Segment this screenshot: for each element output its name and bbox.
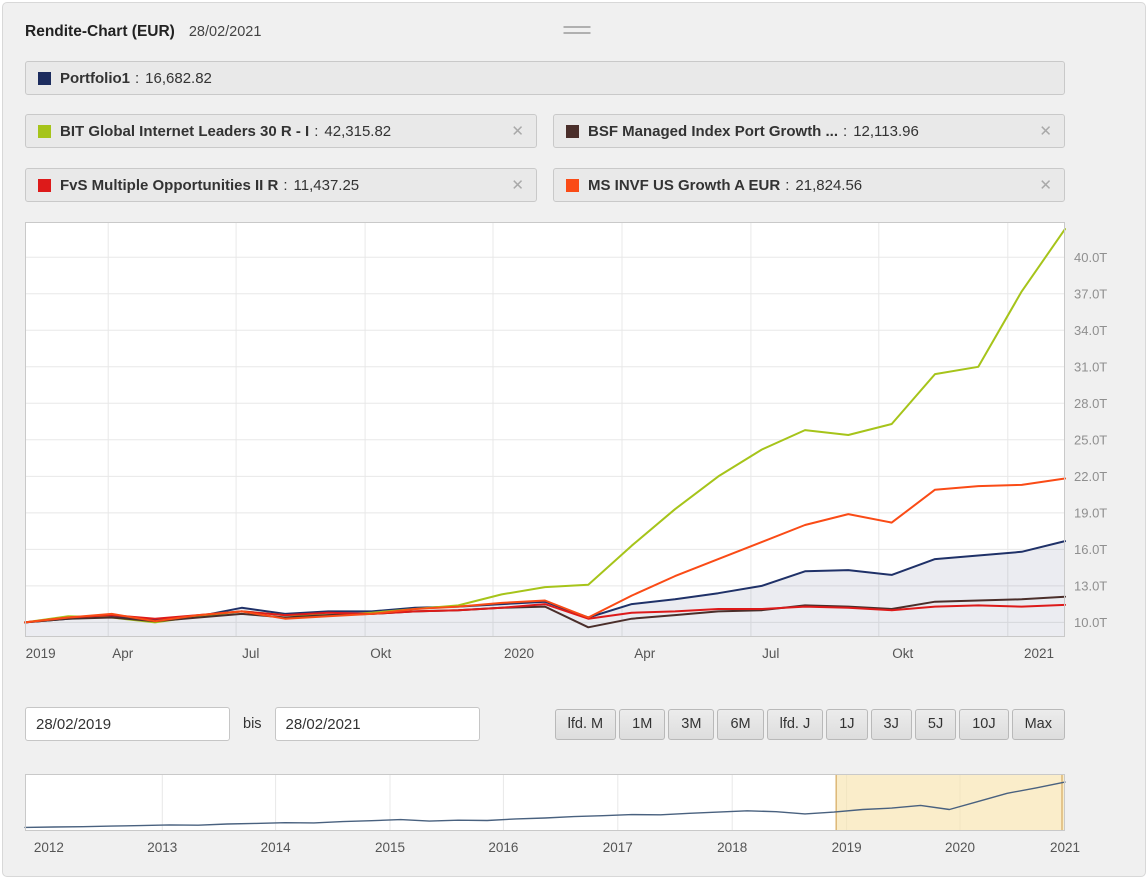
range-button-max[interactable]: Max — [1011, 708, 1065, 740]
svg-text:Okt: Okt — [892, 646, 913, 661]
svg-text:2016: 2016 — [488, 840, 518, 855]
series-color-swatch — [566, 124, 579, 138]
svg-text:2014: 2014 — [261, 840, 292, 855]
legend-item-fund: MS INVF US Growth A EUR : 21,824.56 ✕ — [553, 168, 1065, 202]
range-button-lfd-m[interactable]: lfd. M — [554, 708, 617, 740]
svg-text:2021: 2021 — [1050, 840, 1080, 855]
fund-value: 11,437.25 — [293, 176, 360, 194]
legend-separator: : — [785, 176, 790, 194]
fund-name: BSF Managed Index Port Growth ... — [588, 122, 839, 140]
svg-text:31.0T: 31.0T — [1074, 359, 1107, 374]
svg-text:25.0T: 25.0T — [1074, 432, 1107, 447]
fund-value: 12,113.96 — [853, 122, 919, 140]
svg-text:2012: 2012 — [34, 840, 64, 855]
fund-legend-grid: BIT Global Internet Leaders 30 R - I : 4… — [25, 114, 1065, 202]
range-button-1m[interactable]: 1M — [619, 708, 666, 740]
svg-text:Jul: Jul — [762, 646, 779, 661]
range-button-lfd-j[interactable]: lfd. J — [766, 708, 824, 740]
date-from-input[interactable] — [25, 707, 230, 741]
svg-text:Okt: Okt — [370, 646, 391, 661]
chart-controls: bis lfd. M 1M 3M 6M lfd. J 1J 3J 5J 10J … — [25, 707, 1065, 741]
range-navigator[interactable]: 2012 2013 2014 2015 2016 2017 2018 2019 2020 2021 — [24, 774, 1131, 858]
series-color-swatch — [38, 124, 51, 138]
rendite-chart[interactable]: 10.0T 13.0T 16.0T 19.0T 22.0T 25.0T 28.0T 31.0T… — [24, 222, 1131, 669]
range-button-3m[interactable]: 3M — [668, 708, 715, 740]
close-icon[interactable]: ✕ — [1039, 176, 1052, 194]
svg-text:22.0T: 22.0T — [1074, 469, 1107, 484]
legend-separator: : — [314, 122, 319, 140]
drag-handle-icon[interactable] — [563, 26, 591, 34]
svg-text:34.0T: 34.0T — [1074, 323, 1107, 338]
svg-text:2020: 2020 — [945, 840, 975, 855]
svg-text:Apr: Apr — [112, 646, 134, 661]
svg-text:Jul: Jul — [242, 646, 259, 661]
svg-text:Apr: Apr — [634, 646, 656, 661]
svg-text:13.0T: 13.0T — [1074, 578, 1107, 593]
series-color-swatch — [566, 178, 579, 192]
svg-text:10.0T: 10.0T — [1074, 615, 1107, 630]
svg-text:40.0T: 40.0T — [1074, 250, 1107, 265]
fund-name: FvS Multiple Opportunities II R — [60, 176, 279, 194]
svg-text:2019: 2019 — [832, 840, 862, 855]
bis-label: bis — [243, 716, 262, 732]
svg-text:37.0T: 37.0T — [1074, 286, 1107, 301]
svg-text:2018: 2018 — [717, 840, 747, 855]
svg-text:19.0T: 19.0T — [1074, 505, 1107, 520]
legend-separator: : — [283, 176, 288, 194]
widget-header: Rendite-Chart (EUR) 28/02/2021 — [25, 15, 1065, 49]
range-button-group: lfd. M 1M 3M 6M lfd. J 1J 3J 5J 10J Max — [554, 708, 1065, 740]
svg-text:16.0T: 16.0T — [1074, 542, 1107, 557]
legend-separator: : — [135, 69, 140, 87]
page-title: Rendite-Chart (EUR) — [25, 23, 175, 40]
svg-text:2019: 2019 — [26, 646, 56, 661]
fund-value: 42,315.82 — [324, 122, 392, 140]
legend-value: 16,682.82 — [145, 69, 212, 87]
svg-text:2020: 2020 — [504, 646, 534, 661]
range-button-5j[interactable]: 5J — [914, 708, 957, 740]
legend-item-fund: BSF Managed Index Port Growth ... : 12,1… — [553, 114, 1065, 148]
legend-item-fund: FvS Multiple Opportunities II R : 11,437… — [25, 168, 537, 202]
range-button-6m[interactable]: 6M — [717, 708, 764, 740]
svg-text:28.0T: 28.0T — [1074, 396, 1107, 411]
legend-item-fund: BIT Global Internet Leaders 30 R - I : 4… — [25, 114, 537, 148]
series-color-swatch — [38, 71, 51, 85]
legend-label: Portfolio1 — [60, 69, 130, 87]
date-to-input[interactable] — [274, 707, 480, 741]
series-color-swatch — [38, 178, 51, 192]
fund-name: MS INVF US Growth A EUR — [588, 176, 781, 194]
svg-text:2017: 2017 — [603, 840, 633, 855]
range-button-10j[interactable]: 10J — [959, 708, 1009, 740]
header-date: 28/02/2021 — [188, 24, 262, 40]
close-icon[interactable]: ✕ — [511, 176, 524, 194]
svg-text:2013: 2013 — [147, 840, 177, 855]
range-button-3j[interactable]: 3J — [870, 708, 912, 740]
svg-text:2015: 2015 — [375, 840, 405, 855]
svg-text:2021: 2021 — [1024, 646, 1054, 661]
legend-separator: : — [843, 122, 848, 140]
fund-name: BIT Global Internet Leaders 30 R - I — [60, 122, 310, 140]
fund-value: 21,824.56 — [795, 176, 863, 194]
range-button-1j[interactable]: 1J — [826, 708, 868, 740]
close-icon[interactable]: ✕ — [1039, 122, 1052, 140]
close-icon[interactable]: ✕ — [511, 122, 524, 140]
legend-item-portfolio: Portfolio1 : 16,682.82 — [25, 61, 1065, 95]
